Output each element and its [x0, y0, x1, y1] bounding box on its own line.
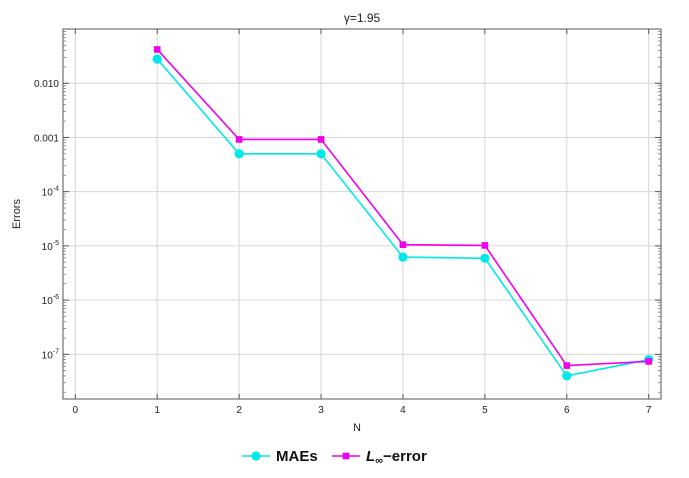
series-1: [153, 46, 653, 369]
data-point: [316, 149, 326, 159]
x-tick-label: 2: [236, 405, 242, 416]
legend-entry-mae: MAEs: [242, 448, 318, 465]
series-0: [152, 54, 654, 381]
data-point: [235, 136, 243, 143]
data-point: [563, 362, 571, 369]
legend-entry-linf: L∞−error: [332, 448, 427, 467]
data-point: [645, 358, 653, 365]
chart-title: γ=1.95: [344, 11, 381, 25]
data-point: [562, 371, 572, 381]
y-tick-label: 10-7: [42, 348, 59, 361]
y-axis-label: Errors: [11, 199, 23, 229]
data-point: [480, 253, 490, 263]
y-tick-label: 10-5: [42, 240, 59, 253]
data-point: [481, 242, 489, 249]
gridlines: [63, 29, 661, 399]
x-tick-label: 4: [400, 405, 406, 416]
plot-frame: [62, 28, 662, 400]
legend-swatch-marker: [251, 451, 261, 461]
data-point: [234, 149, 244, 159]
y-tick-label: 0.010: [34, 79, 59, 90]
x-tick-label: 1: [154, 405, 160, 416]
data-point: [152, 54, 162, 64]
y-tick-label: 10-4: [42, 186, 59, 199]
x-tick-label: 5: [482, 405, 488, 416]
legend-swatch-marker: [342, 452, 350, 460]
data-point: [398, 252, 408, 262]
x-tick-label: 6: [564, 405, 570, 416]
x-tick-label: 3: [318, 405, 324, 416]
data-point: [153, 46, 161, 53]
x-tick-label: 0: [73, 405, 79, 416]
data-point: [317, 136, 325, 143]
data-point: [399, 241, 407, 249]
data-series: [152, 46, 654, 381]
legend-label: MAEs: [276, 448, 318, 465]
y-tick-label: 10-6: [42, 294, 59, 307]
x-tick-label: 7: [646, 405, 652, 416]
axis-ticks: 0 1 2 3 4 5 6 7 10-7 10-6 10-5 10-4 0.001 0.010: [34, 29, 661, 416]
legend-label: L∞−error: [366, 448, 427, 467]
y-tick-label: 0.001: [34, 133, 59, 144]
x-axis-label: N: [353, 422, 361, 434]
legend: MAEs L∞−error: [242, 448, 427, 467]
